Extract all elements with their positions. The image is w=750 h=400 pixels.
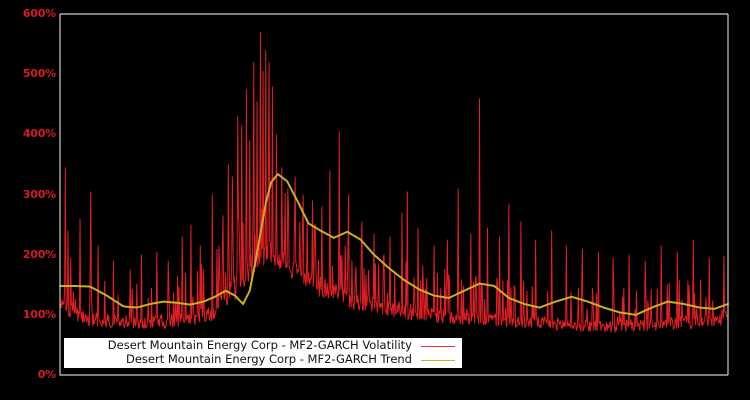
trend-series-line bbox=[59, 173, 729, 316]
series-layer bbox=[59, 32, 729, 333]
y-tick-label: 100% bbox=[22, 307, 56, 321]
legend-color-swatch bbox=[421, 345, 455, 347]
legend-entry[interactable]: Desert Mountain Energy Corp - MF2-GARCH … bbox=[65, 339, 461, 353]
legend-entry-label: Desert Mountain Energy Corp - MF2-GARCH … bbox=[107, 338, 412, 353]
y-tick-label: 300% bbox=[22, 187, 56, 201]
y-tick-label: 0% bbox=[37, 368, 56, 381]
y-tick-label: 400% bbox=[22, 127, 56, 141]
volatility-series-line bbox=[59, 32, 729, 333]
axis-spine-path bbox=[59, 13, 729, 376]
y-tick-label: 500% bbox=[22, 67, 56, 81]
chart-legend: Desert Mountain Energy Corp - MF2-GARCH … bbox=[64, 338, 462, 368]
legend-entry[interactable]: Desert Mountain Energy Corp - MF2-GARCH … bbox=[65, 353, 461, 367]
y-tick-label: 200% bbox=[22, 247, 56, 261]
y-tick-label: 600% bbox=[22, 7, 56, 20]
axes-spines bbox=[59, 13, 729, 376]
legend-entry-label: Desert Mountain Energy Corp - MF2-GARCH … bbox=[125, 352, 412, 367]
legend-color-swatch bbox=[421, 359, 455, 361]
